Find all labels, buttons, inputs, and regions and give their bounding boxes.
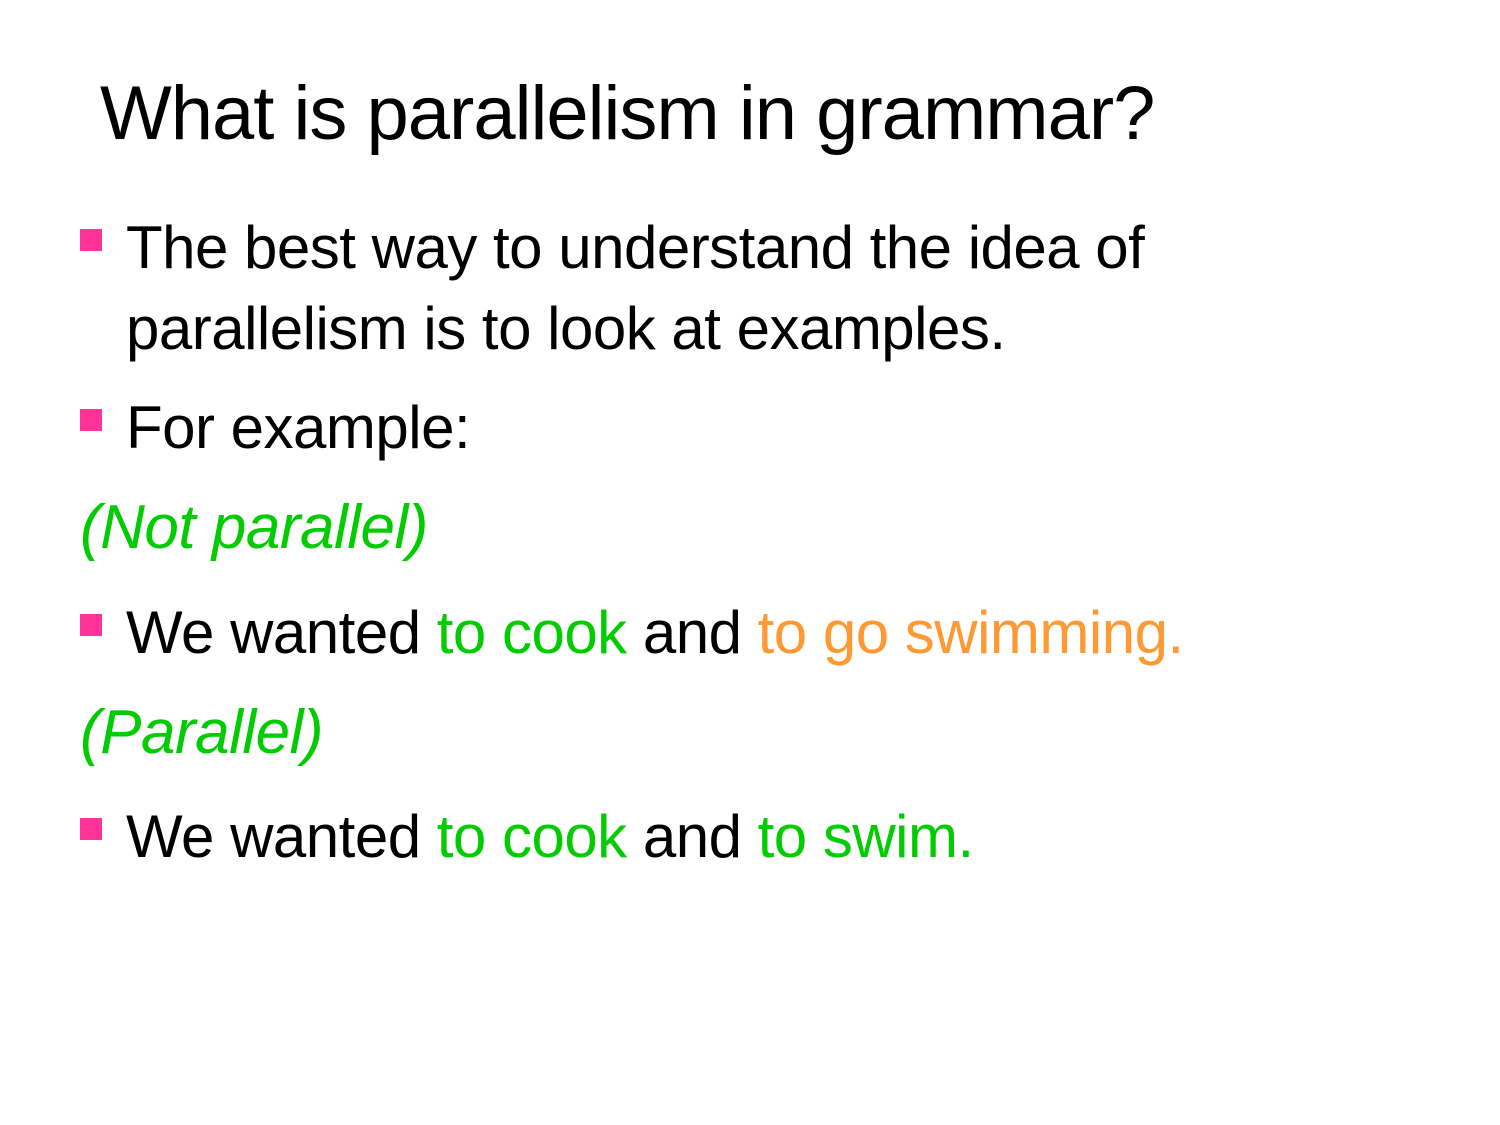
text-plain: We wanted: [126, 599, 437, 666]
bullet-icon: [80, 229, 102, 251]
text-highlight: to cook: [437, 803, 643, 870]
bullet-icon: [80, 409, 102, 431]
slide: What is parallelism in grammar? The best…: [0, 0, 1500, 1125]
bullet-item-4: We wanted to cook and to swim.: [80, 796, 1420, 877]
text-highlight: to swim.: [758, 803, 974, 870]
text-highlight: to cook: [437, 599, 643, 666]
bullet-text: The best way to understand the idea of p…: [126, 207, 1420, 369]
bullet-icon: [80, 818, 102, 840]
label-parallel: (Parallel): [80, 691, 1420, 775]
label-not-parallel: (Not parallel): [80, 486, 1420, 570]
text-highlight: to go swimming.: [758, 599, 1184, 666]
text-plain: and: [643, 803, 758, 870]
text-plain: We wanted: [126, 803, 437, 870]
bullet-icon: [80, 614, 102, 636]
bullet-text: For example:: [126, 387, 470, 468]
bullet-text: We wanted to cook and to go swimming.: [126, 592, 1184, 673]
bullet-item-1: The best way to understand the idea of p…: [80, 207, 1420, 369]
bullet-item-3: We wanted to cook and to go swimming.: [80, 592, 1420, 673]
bullet-item-2: For example:: [80, 387, 1420, 468]
text-plain: and: [643, 599, 758, 666]
bullet-text: We wanted to cook and to swim.: [126, 796, 974, 877]
slide-title: What is parallelism in grammar?: [100, 70, 1420, 157]
